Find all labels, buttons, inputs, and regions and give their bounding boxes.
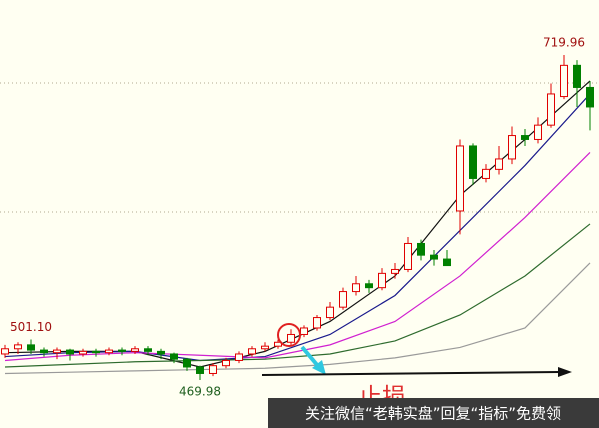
moving-average — [4, 152, 591, 362]
candle-body — [1, 348, 9, 355]
candle-body — [495, 158, 503, 170]
candle-body — [547, 93, 555, 126]
candle-body — [508, 135, 516, 160]
candle-body — [222, 359, 230, 367]
candle-body — [131, 348, 139, 352]
price-annotation: 719.96 — [543, 36, 585, 50]
candle-body — [586, 86, 594, 108]
watermark: 关注微信“老韩实盘”回复“指标”免费领 — [305, 405, 561, 423]
candle-body — [79, 350, 87, 355]
candle-body — [521, 135, 529, 140]
candle-body — [157, 350, 165, 355]
price-annotation: 469.98 — [179, 385, 221, 399]
candle-body — [53, 349, 61, 354]
candle-body — [27, 344, 35, 351]
candle-body — [144, 348, 152, 352]
candle-body — [482, 168, 490, 179]
candle-body — [196, 366, 204, 374]
candle-body — [66, 349, 74, 355]
moving-average — [4, 93, 591, 362]
candle-body — [339, 291, 347, 308]
candle-body — [573, 64, 581, 88]
trend-arrow — [261, 371, 561, 376]
watermark-bar — [268, 398, 599, 428]
price-annotation: 501.10 — [10, 320, 52, 334]
candle-body — [14, 344, 22, 350]
candle-body — [183, 358, 191, 368]
candle-body — [287, 333, 295, 343]
candle-body — [365, 283, 373, 289]
candle-body — [209, 365, 217, 374]
candle-body — [235, 353, 243, 361]
trend-arrowhead — [558, 367, 572, 377]
candle-body — [534, 124, 542, 140]
candle-body — [456, 145, 464, 212]
moving-average — [4, 262, 591, 375]
candle-body — [469, 145, 477, 179]
candle-body — [443, 258, 451, 267]
candle-body — [560, 64, 568, 98]
candle-body — [105, 349, 113, 354]
candle-body — [40, 349, 48, 354]
candle-body — [261, 345, 269, 350]
candle-body — [248, 348, 256, 355]
candle-body — [378, 272, 386, 289]
candle-body — [430, 254, 438, 260]
candle-body — [300, 327, 308, 335]
moving-average — [4, 80, 591, 368]
cyan-arrowhead — [312, 360, 326, 375]
moving-average — [4, 223, 591, 368]
candle-body — [118, 349, 126, 352]
candle-body — [417, 242, 425, 256]
highlight-circle — [277, 323, 301, 347]
candle-body — [404, 242, 412, 270]
candle-body — [170, 353, 178, 360]
candle-body — [326, 306, 334, 319]
candle-body — [92, 350, 100, 354]
candle-body — [352, 283, 360, 293]
plot-area — [1, 55, 594, 380]
cyan-arrow — [300, 345, 320, 368]
candle-body — [391, 268, 399, 274]
candle-body — [313, 317, 321, 329]
